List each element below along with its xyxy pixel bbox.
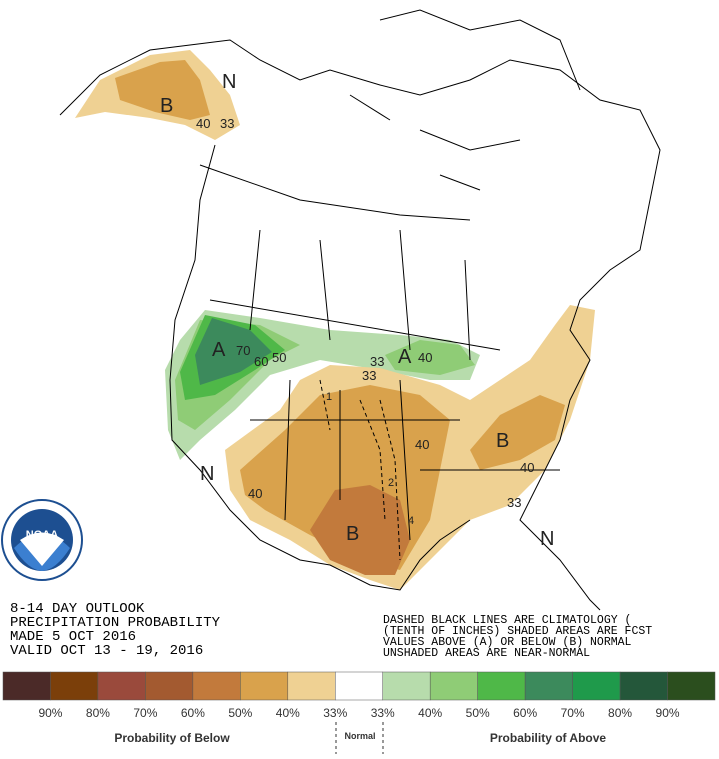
legend-swatch	[572, 671, 621, 701]
shading	[75, 50, 595, 590]
map-label: N	[540, 528, 554, 550]
legend-label: 90%	[656, 706, 680, 720]
map-label: 40	[196, 116, 210, 131]
map-label: B	[496, 430, 509, 452]
map-label: 40	[415, 437, 429, 452]
map-label: 33	[362, 368, 376, 383]
legend-label: 90%	[38, 706, 62, 720]
map-label: N	[222, 71, 236, 93]
legend-swatch	[429, 671, 478, 701]
header-line: PRECIPITATION PROBABILITY	[10, 615, 221, 631]
legend-label: 50%	[466, 706, 490, 720]
legend-swatch	[335, 671, 383, 701]
legend-swatch	[145, 671, 194, 701]
map-label: 40	[248, 486, 262, 501]
legend-label: 40%	[276, 706, 300, 720]
legend-swatch	[524, 671, 573, 701]
header: 8-14 DAY OUTLOOK PRECIPITATION PROBABILI…	[10, 601, 221, 659]
map-label: 1	[326, 391, 332, 403]
map-label: B	[160, 95, 173, 117]
legend-swatch	[240, 671, 289, 701]
map-label: B	[346, 523, 359, 545]
legend-label: 40%	[418, 706, 442, 720]
noaa-logo: NOAA	[1, 499, 83, 581]
map-label: A	[398, 346, 412, 368]
legend-swatch	[50, 671, 99, 701]
legend-swatch	[382, 671, 431, 701]
legend-above: Probability of Above	[490, 731, 607, 745]
map-label: 60	[254, 354, 268, 369]
legend-swatch	[667, 671, 716, 701]
logo-text: NOAA	[26, 529, 58, 541]
legend-swatch	[619, 671, 668, 701]
map-label: 50	[272, 350, 286, 365]
map-label: 33	[370, 354, 384, 369]
legend-label: 70%	[561, 706, 585, 720]
header-line: 8-14 DAY OUTLOOK	[10, 601, 145, 617]
map-labels: B 40 33 N A 70 60 50 A 40 33 33 B 40 40 …	[160, 71, 554, 550]
map-label: A	[212, 339, 226, 361]
legend-label: 33%	[371, 706, 395, 720]
map-label: 40	[418, 350, 432, 365]
legend-normal: Normal	[344, 731, 375, 741]
note-line: UNSHADED AREAS ARE NEAR-NORMAL	[383, 647, 590, 660]
outlines	[59, 9, 661, 611]
legend: Probability of Below Normal Probability …	[2, 671, 716, 754]
notes: DASHED BLACK LINES ARE CLIMATOLOGY ( (TE…	[383, 614, 652, 660]
header-line: MADE 5 OCT 2016	[10, 629, 136, 645]
legend-swatch	[2, 671, 51, 701]
legend-label: 60%	[513, 706, 537, 720]
map-label: 2	[388, 477, 394, 489]
map-label: 33	[220, 116, 234, 131]
legend-label: 70%	[133, 706, 157, 720]
map-label: 40	[520, 460, 534, 475]
legend-label: 50%	[228, 706, 252, 720]
legend-swatch	[287, 671, 336, 701]
legend-swatch	[192, 671, 241, 701]
header-line: VALID OCT 13 - 19, 2016	[10, 643, 203, 659]
map-label: 4	[408, 515, 414, 527]
legend-swatch	[477, 671, 526, 701]
legend-label: 33%	[323, 706, 347, 720]
note-line: VALUES ABOVE (A) OR BELOW (B) NORMAL	[383, 636, 632, 649]
legend-below: Probability of Below	[114, 731, 230, 745]
note-line: (TENTH OF INCHES) SHADED AREAS ARE FCST	[383, 625, 652, 638]
legend-label: 80%	[86, 706, 110, 720]
map-label: 33	[507, 495, 521, 510]
map-label: N	[200, 463, 214, 485]
legend-label: 80%	[608, 706, 632, 720]
legend-swatch	[97, 671, 146, 701]
note-line: DASHED BLACK LINES ARE CLIMATOLOGY (	[383, 614, 631, 627]
map-label: 70	[236, 343, 250, 358]
legend-label: 60%	[181, 706, 205, 720]
